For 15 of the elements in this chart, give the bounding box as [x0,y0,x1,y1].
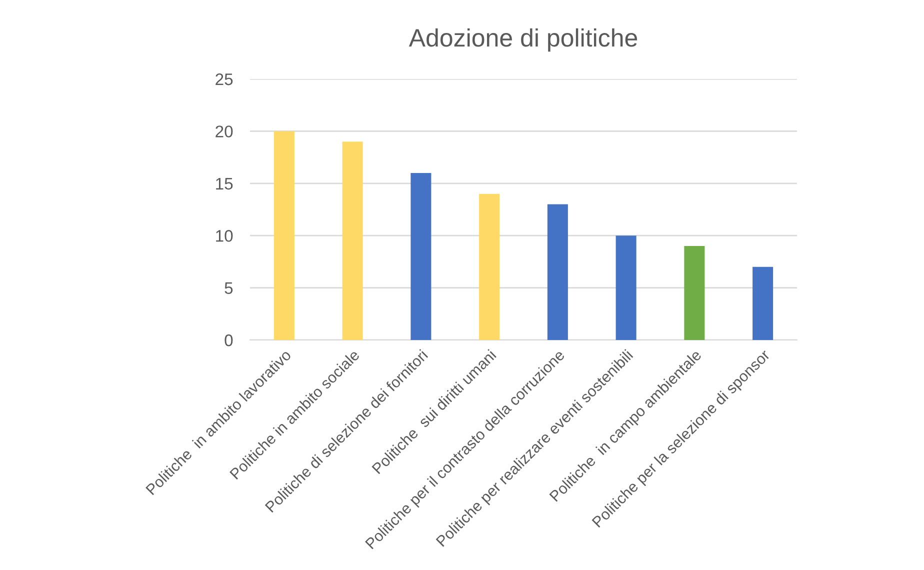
bar [752,266,774,340]
bar [479,194,500,340]
bar [410,172,432,340]
bar [547,204,568,340]
y-tick-label: 10 [216,230,233,242]
bar [274,131,294,340]
bar [616,236,636,340]
y-tick-label: 5 [224,282,233,294]
y-tick-label: 20 [216,126,233,138]
y-tick-label: 15 [216,178,233,190]
bar [684,246,705,340]
y-tick-label: 0 [224,334,233,346]
y-tick-label: 25 [216,73,233,86]
chart-title: Adozione di politiche [408,28,638,52]
bar [342,142,363,340]
